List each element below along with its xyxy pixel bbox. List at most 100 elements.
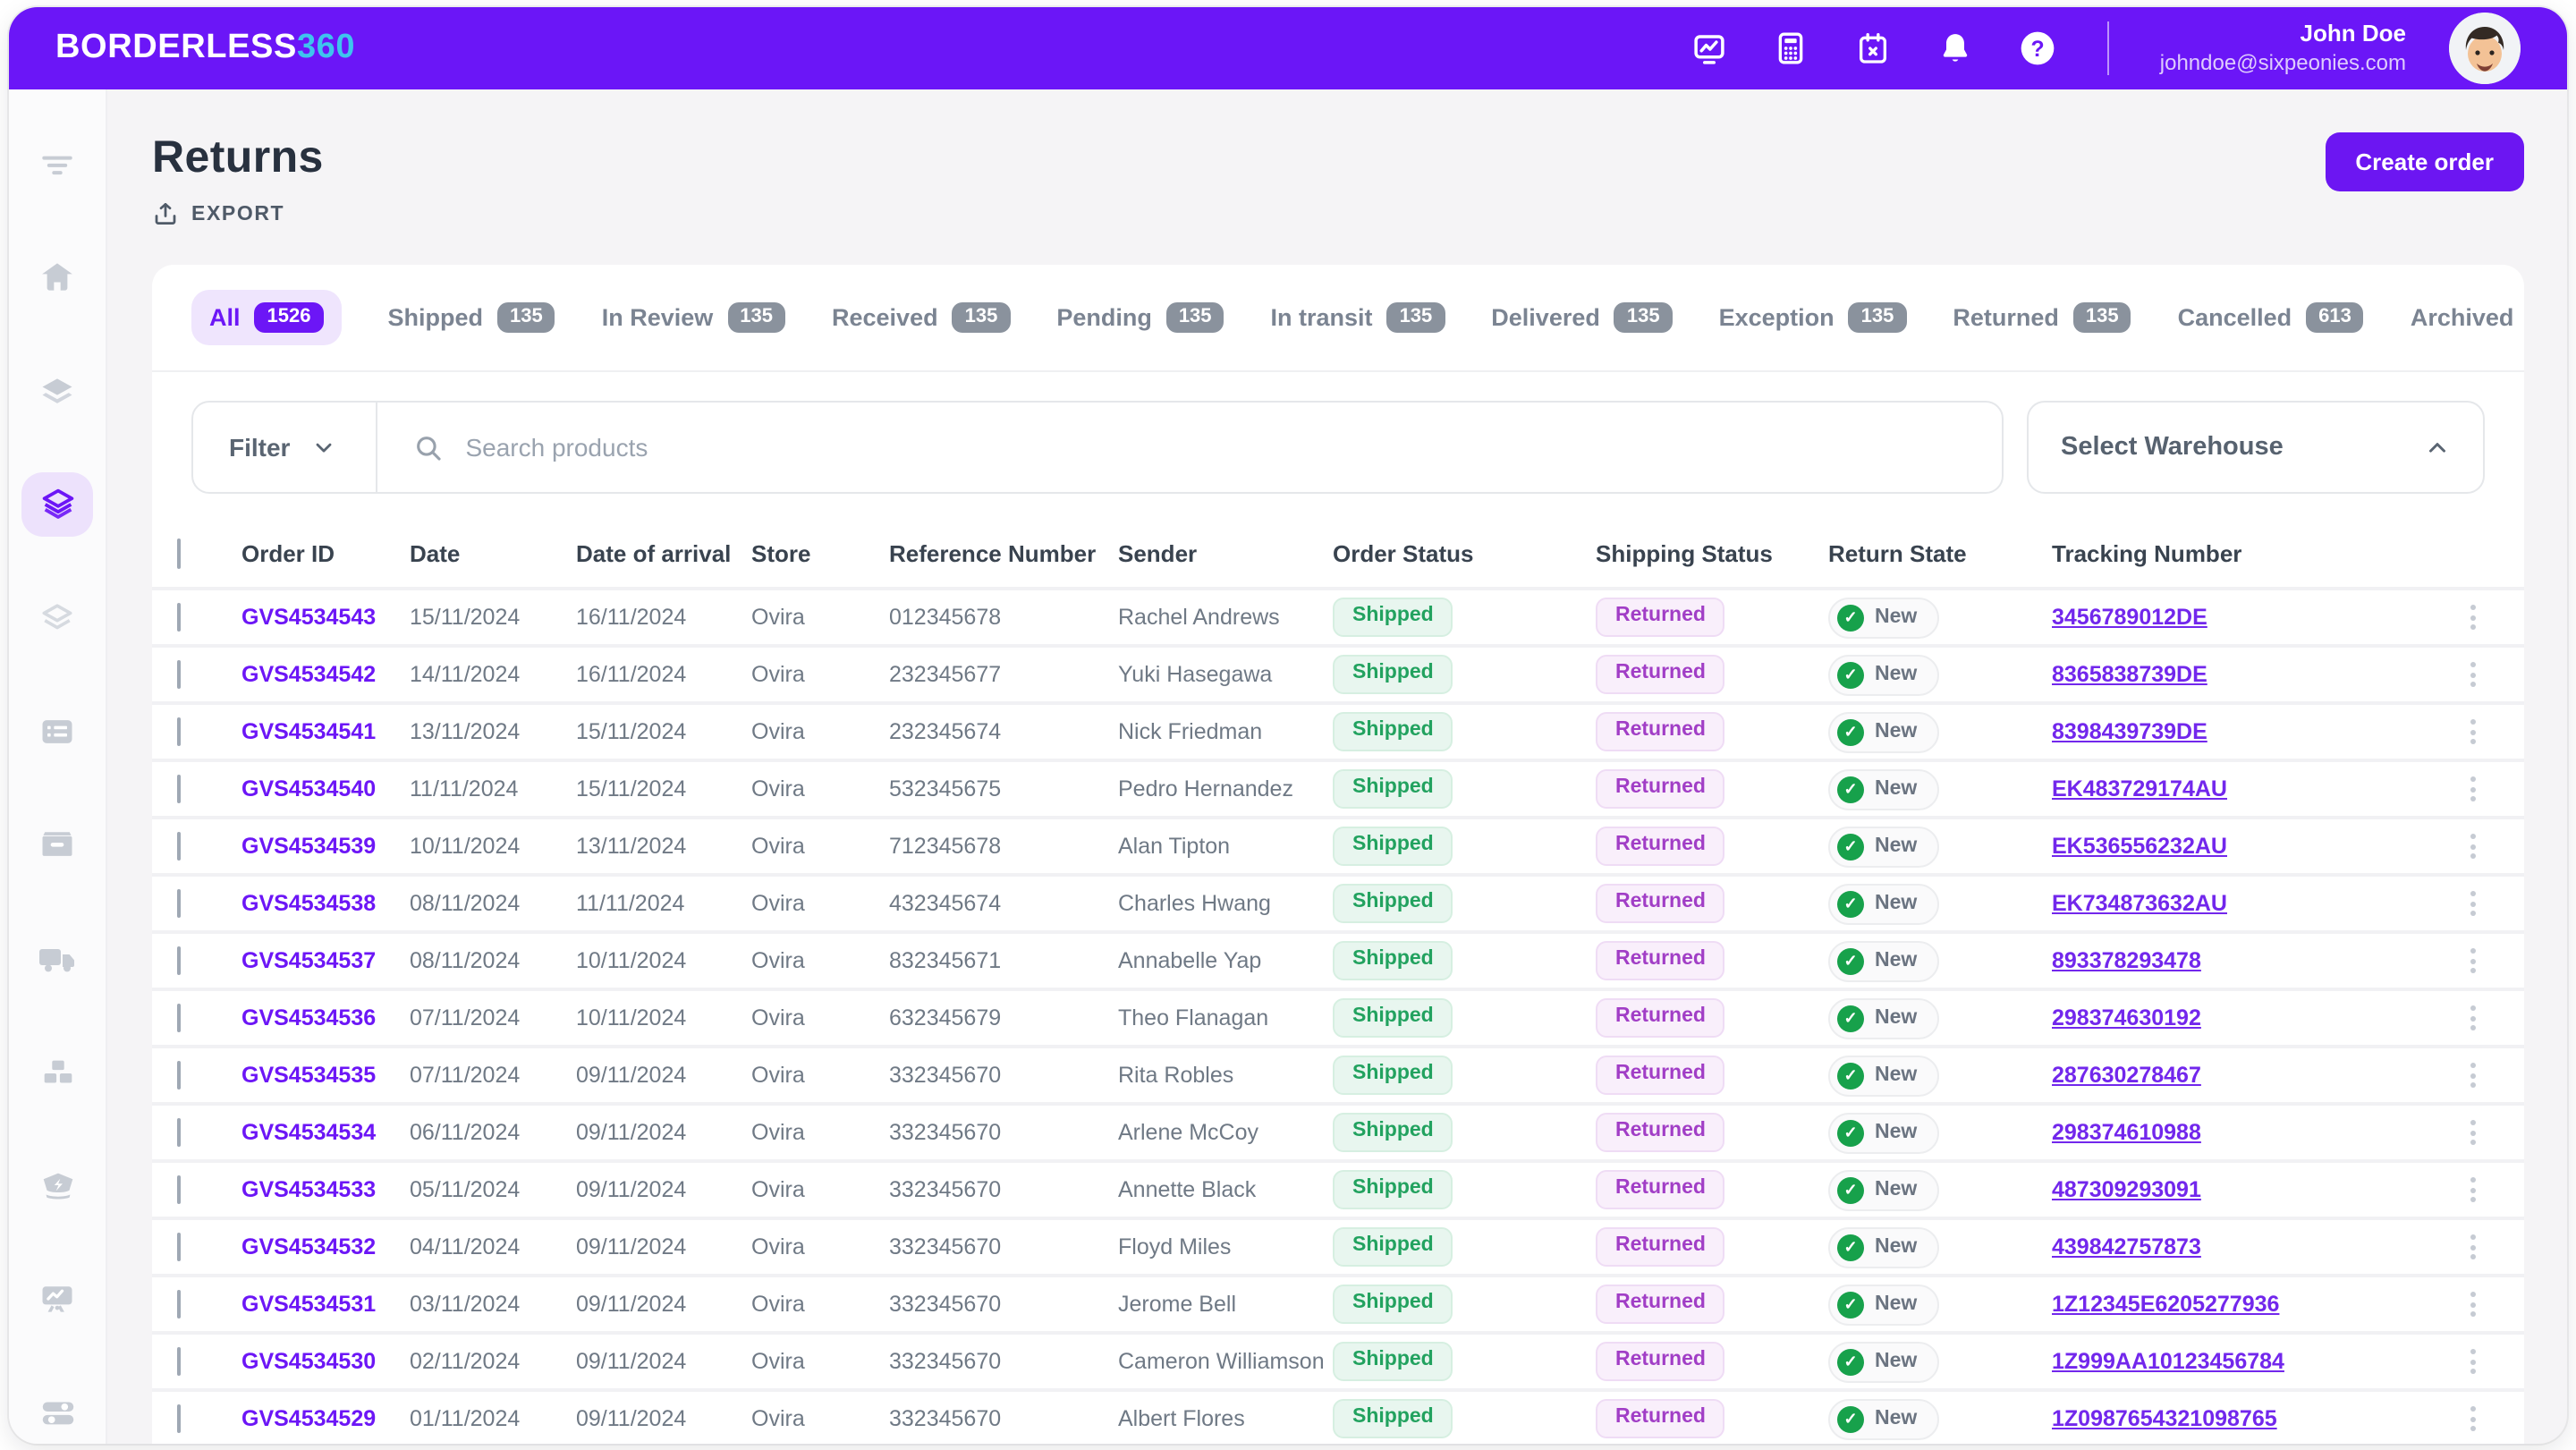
tracking-number-link[interactable]: 487309293091 [2052,1177,2453,1202]
row-menu-button[interactable] [2453,655,2492,694]
tab-pending[interactable]: Pending 135 [1056,290,1224,345]
tracking-number-link[interactable]: 8365838739DE [2052,662,2453,687]
row-checkbox[interactable] [177,946,181,975]
row-menu-button[interactable] [2453,712,2492,751]
select-all-checkbox[interactable] [177,538,181,568]
row-menu-button[interactable] [2453,598,2492,637]
order-id-link[interactable]: GVS4534541 [242,719,410,744]
calculator-icon[interactable] [1772,29,1811,68]
order-id-link[interactable]: GVS4534537 [242,948,410,973]
settings-toggles-icon[interactable] [21,1380,93,1444]
billing-icon[interactable] [21,1154,93,1217]
shipping-truck-icon[interactable] [21,927,93,990]
notifications-icon[interactable] [1936,29,1976,68]
order-id-link[interactable]: GVS4534534 [242,1120,410,1145]
tracking-number-link[interactable]: 298374610988 [2052,1120,2453,1145]
sender-cell: Annabelle Yap [1118,948,1333,973]
order-id-link[interactable]: GVS4534529 [242,1406,410,1431]
inventory-icon[interactable] [21,360,93,423]
row-checkbox[interactable] [177,660,181,689]
layers-icon[interactable] [21,586,93,649]
row-menu-button[interactable] [2453,827,2492,866]
arrival-date-cell: 09/11/2024 [576,1349,751,1374]
tracking-number-link[interactable]: 439842757873 [2052,1234,2453,1259]
tab-returned[interactable]: Returned 135 [1953,290,2131,345]
home-icon[interactable] [21,246,93,310]
row-checkbox[interactable] [177,717,181,746]
row-menu-button[interactable] [2453,769,2492,809]
reports-icon[interactable] [21,1267,93,1330]
tracking-number-link[interactable]: 893378293478 [2052,948,2453,973]
order-id-link[interactable]: GVS4534539 [242,834,410,859]
row-checkbox[interactable] [177,775,181,803]
tracking-number-link[interactable]: EK483729174AU [2052,776,2453,801]
return-state-pill: ✓ New [1828,654,1938,695]
tab-received[interactable]: Received 135 [832,290,1010,345]
order-id-link[interactable]: GVS4534536 [242,1005,410,1030]
order-id-link[interactable]: GVS4534542 [242,662,410,687]
tab-archived[interactable]: Archived [2411,292,2514,343]
monitor-chart-icon[interactable] [1690,29,1729,68]
row-checkbox[interactable] [177,1404,181,1433]
filter-dropdown[interactable]: Filter [193,403,377,492]
order-id-link[interactable]: GVS4534532 [242,1234,410,1259]
tab-shipped[interactable]: Shipped 135 [388,290,555,345]
row-menu-button[interactable] [2453,1399,2492,1438]
storage-box-icon[interactable] [21,813,93,877]
order-id-link[interactable]: GVS4534533 [242,1177,410,1202]
orders-list-icon[interactable] [21,700,93,763]
tracking-number-link[interactable]: 1Z999AA10123456784 [2052,1349,2453,1374]
order-id-link[interactable]: GVS4534540 [242,776,410,801]
row-menu-button[interactable] [2453,1342,2492,1381]
avatar[interactable] [2449,13,2521,84]
row-checkbox[interactable] [177,1118,181,1147]
tab-cancelled[interactable]: Cancelled 613 [2178,290,2364,345]
order-id-link[interactable]: GVS4534535 [242,1063,410,1088]
tab-all[interactable]: All 1526 [191,290,342,345]
tracking-number-link[interactable]: 1Z0987654321098765 [2052,1406,2453,1431]
row-menu-button[interactable] [2453,1170,2492,1209]
tracking-number-link[interactable]: 8398439739DE [2052,719,2453,744]
tracking-number-link[interactable]: 287630278467 [2052,1063,2453,1088]
export-button[interactable]: EXPORT [152,200,284,227]
date-cell: 08/11/2024 [410,948,576,973]
search-input[interactable] [465,433,1966,462]
row-checkbox[interactable] [177,1290,181,1319]
row-checkbox[interactable] [177,1233,181,1261]
tab-in-review[interactable]: In Review 135 [602,290,785,345]
order-id-link[interactable]: GVS4534530 [242,1349,410,1374]
row-menu-button[interactable] [2453,1113,2492,1152]
order-id-link[interactable]: GVS4534543 [242,605,410,630]
tab-in-transit[interactable]: In transit 135 [1271,290,1445,345]
tab-delivered[interactable]: Delivered 135 [1491,290,1672,345]
filter-icon[interactable] [21,132,93,196]
row-checkbox[interactable] [177,603,181,632]
order-id-link[interactable]: GVS4534538 [242,891,410,916]
row-menu-button[interactable] [2453,1227,2492,1267]
row-checkbox[interactable] [177,889,181,918]
warehouse-select[interactable]: Select Warehouse [2027,401,2485,494]
create-order-button[interactable]: Create order [2325,132,2524,191]
help-icon[interactable]: ? [2019,29,2058,68]
tracking-number-link[interactable]: EK536556232AU [2052,834,2453,859]
calendar-icon[interactable] [1854,29,1894,68]
row-checkbox[interactable] [177,1004,181,1032]
user-info[interactable]: John Doe johndoe@sixpeonies.com [2160,21,2406,77]
tracking-number-link[interactable]: EK734873632AU [2052,891,2453,916]
order-id-link[interactable]: GVS4534531 [242,1292,410,1317]
tracking-number-link[interactable]: 1Z12345E6205277936 [2052,1292,2453,1317]
row-menu-button[interactable] [2453,1285,2492,1324]
row-menu-button[interactable] [2453,1056,2492,1095]
row-checkbox[interactable] [177,1175,181,1204]
row-menu-button[interactable] [2453,884,2492,923]
tracking-number-link[interactable]: 3456789012DE [2052,605,2453,630]
row-checkbox[interactable] [177,1061,181,1090]
returns-icon[interactable] [21,473,93,537]
row-checkbox[interactable] [177,832,181,861]
pallets-icon[interactable] [21,1040,93,1104]
row-menu-button[interactable] [2453,941,2492,980]
row-checkbox[interactable] [177,1347,181,1376]
tab-exception[interactable]: Exception 135 [1719,290,1907,345]
row-menu-button[interactable] [2453,998,2492,1038]
tracking-number-link[interactable]: 298374630192 [2052,1005,2453,1030]
